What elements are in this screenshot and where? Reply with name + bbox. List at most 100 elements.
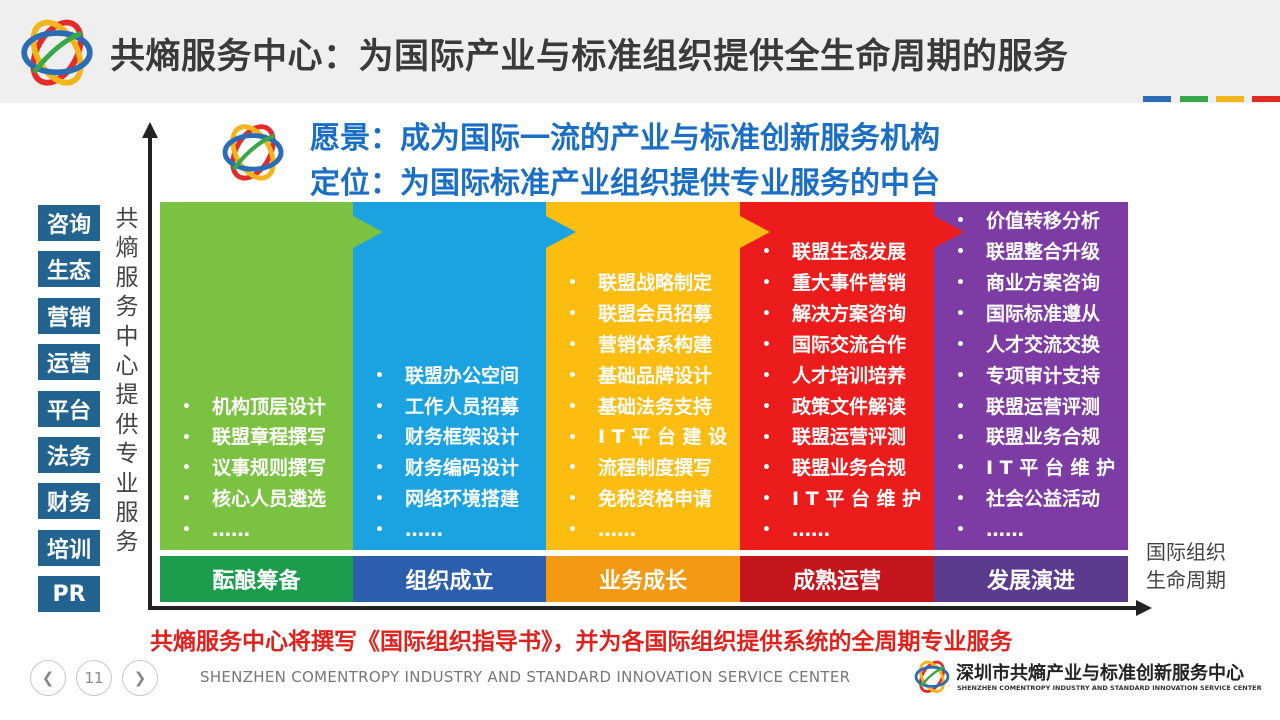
footnote: 共熵服务中心将撰写《国际组织指导书》，并为各国际组织提供系统的全周期专业服务 — [150, 629, 1013, 655]
header-bar: 共熵服务中心：为国际产业与标准组织提供全生命周期的服务 — [0, 0, 1280, 103]
stage-items: 价值转移分析 联盟整合升级 商业方案咨询 国际标准遵从 人才交流交换 专项审计支… — [956, 206, 1120, 546]
list-item: I T 平 台 维 护 — [762, 484, 926, 515]
y-axis-label: 共 熵 服 务 中 心 提 供 专 业 服 务 — [112, 205, 142, 558]
list-item: 网络环境搭建 — [375, 484, 538, 515]
y-axis-char: 提 — [115, 382, 139, 409]
list-item: 联盟会员招募 — [568, 299, 732, 330]
list-item: …… — [568, 515, 732, 546]
list-item: …… — [375, 515, 538, 546]
comentropy-logo-icon — [21, 19, 93, 86]
chevron-right-icon: ❯ — [133, 669, 147, 687]
stage-column-growth: 联盟战略制定 联盟会员招募 营销体系构建 基础品牌设计 基础法务支持 I T 平… — [546, 202, 770, 550]
list-item: I T 平 台 维 护 — [956, 453, 1120, 484]
stage-column-prepare: 机构顶层设计 联盟章程撰写 议事规则撰写 核心人员遴选 …… — [160, 202, 383, 550]
list-item: 人才交流交换 — [956, 330, 1120, 361]
list-item: 基础品牌设计 — [568, 361, 732, 392]
stage-items: 联盟办公空间 工作人员招募 财务框架设计 财务编码设计 网络环境搭建 …… — [375, 361, 538, 546]
color-strip-green — [1180, 96, 1208, 102]
list-item: 议事规则撰写 — [182, 453, 345, 484]
stage-column-mature: 联盟生态发展 重大事件营销 解决方案咨询 国际交流合作 人才培训培养 政策文件解… — [740, 202, 964, 550]
list-item: I T 平 台 建 设 — [568, 422, 732, 453]
list-item: 财务框架设计 — [375, 422, 538, 453]
list-item: 联盟战略制定 — [568, 268, 732, 299]
y-axis-char: 专 — [115, 441, 139, 468]
list-item: 联盟章程撰写 — [182, 422, 345, 453]
vision-statement: 愿景：成为国际一流的产业与标准创新服务机构 — [310, 121, 940, 156]
list-item: …… — [956, 515, 1120, 546]
service-tags: 咨询 生态 营销 运营 平台 法务 财务 培训 PR — [38, 205, 100, 623]
service-tag: 平台 — [38, 390, 100, 427]
y-axis-char: 心 — [115, 353, 139, 380]
y-axis-char: 务 — [115, 294, 139, 321]
comentropy-logo-icon — [914, 660, 950, 693]
list-item: 联盟业务合规 — [956, 422, 1120, 453]
list-item: 商业方案咨询 — [956, 268, 1120, 299]
y-axis-arrow-icon — [142, 122, 158, 138]
y-axis-char: 供 — [115, 411, 139, 438]
list-item: 联盟生态发展 — [762, 237, 926, 268]
list-item: 营销体系构建 — [568, 330, 732, 361]
y-axis-char: 服 — [115, 264, 139, 291]
stage-column-establish: 联盟办公空间 工作人员招募 财务框架设计 财务编码设计 网络环境搭建 …… — [353, 202, 576, 550]
color-strip-yellow — [1216, 96, 1244, 102]
service-tag: 生态 — [38, 251, 100, 288]
list-item: 流程制度撰写 — [568, 453, 732, 484]
service-tag: 财务 — [38, 483, 100, 520]
stage-arrow-icon — [546, 216, 576, 248]
x-axis-label-line: 生命周期 — [1146, 568, 1226, 592]
service-tag: 运营 — [38, 344, 100, 381]
prev-page-button[interactable]: ❮ — [30, 660, 66, 696]
list-item: 财务编码设计 — [375, 453, 538, 484]
stage-column-evolve: 价值转移分析 联盟整合升级 商业方案咨询 国际标准遵从 人才交流交换 专项审计支… — [934, 202, 1128, 550]
service-tag: 营销 — [38, 297, 100, 334]
list-item: …… — [762, 515, 926, 546]
list-item: 联盟运营评测 — [956, 392, 1120, 423]
list-item: 联盟整合升级 — [956, 237, 1120, 268]
stage-items: 联盟战略制定 联盟会员招募 营销体系构建 基础品牌设计 基础法务支持 I T 平… — [568, 268, 732, 546]
page-number-text: 11 — [84, 669, 104, 687]
stage-items: 联盟生态发展 重大事件营销 解决方案咨询 国际交流合作 人才培训培养 政策文件解… — [762, 237, 926, 546]
stage-label-evolve: 发展演进 — [934, 556, 1128, 602]
next-page-button[interactable]: ❯ — [122, 660, 158, 696]
list-item: 人才培训培养 — [762, 361, 926, 392]
list-item: 免税资格申请 — [568, 484, 732, 515]
list-item: 重大事件营销 — [762, 268, 926, 299]
stage-label-prepare: 酝酿筹备 — [160, 556, 353, 602]
list-item: 专项审计支持 — [956, 361, 1120, 392]
list-item: 基础法务支持 — [568, 392, 732, 423]
y-axis-char: 熵 — [115, 235, 139, 262]
service-tag: PR — [38, 576, 100, 613]
page-title: 共熵服务中心：为国际产业与标准组织提供全生命周期的服务 — [110, 37, 1069, 77]
stage-items: 机构顶层设计 联盟章程撰写 议事规则撰写 核心人员遴选 …… — [182, 392, 345, 546]
list-item: 机构顶层设计 — [182, 392, 345, 423]
list-item: 政策文件解读 — [762, 392, 926, 423]
stage-label-establish: 组织成立 — [353, 556, 546, 602]
x-axis-label-line: 国际组织 — [1146, 540, 1226, 564]
stage-label-growth: 业务成长 — [546, 556, 740, 602]
list-item: 工作人员招募 — [375, 392, 538, 423]
y-axis — [148, 134, 152, 610]
service-tag: 培训 — [38, 529, 100, 566]
footer-org-name: SHENZHEN COMENTROPY INDUSTRY AND STANDAR… — [200, 668, 851, 686]
y-axis-char: 业 — [115, 470, 139, 497]
y-axis-char: 务 — [115, 529, 139, 556]
y-axis-char: 服 — [115, 500, 139, 527]
list-item: 价值转移分析 — [956, 206, 1120, 237]
y-axis-char: 中 — [115, 323, 139, 350]
x-axis-label: 国际组织 生命周期 — [1146, 538, 1246, 594]
service-tag: 咨询 — [38, 205, 100, 241]
list-item: 联盟运营评测 — [762, 422, 926, 453]
stage-arrow-icon — [353, 216, 383, 248]
list-item: 解决方案咨询 — [762, 299, 926, 330]
service-tag: 法务 — [38, 436, 100, 473]
list-item: 联盟业务合规 — [762, 453, 926, 484]
footer-brand-cn: 深圳市共熵产业与标准创新服务中心 — [956, 663, 1244, 684]
color-strip-red — [1252, 96, 1280, 102]
y-axis-char: 共 — [115, 206, 139, 232]
list-item: 国际标准遵从 — [956, 299, 1120, 330]
stage-label-mature: 成熟运营 — [740, 556, 934, 602]
x-axis-arrow-icon — [1136, 600, 1152, 616]
stage-arrow-icon — [740, 216, 770, 248]
color-strip-blue — [1143, 96, 1171, 102]
list-item: 国际交流合作 — [762, 330, 926, 361]
